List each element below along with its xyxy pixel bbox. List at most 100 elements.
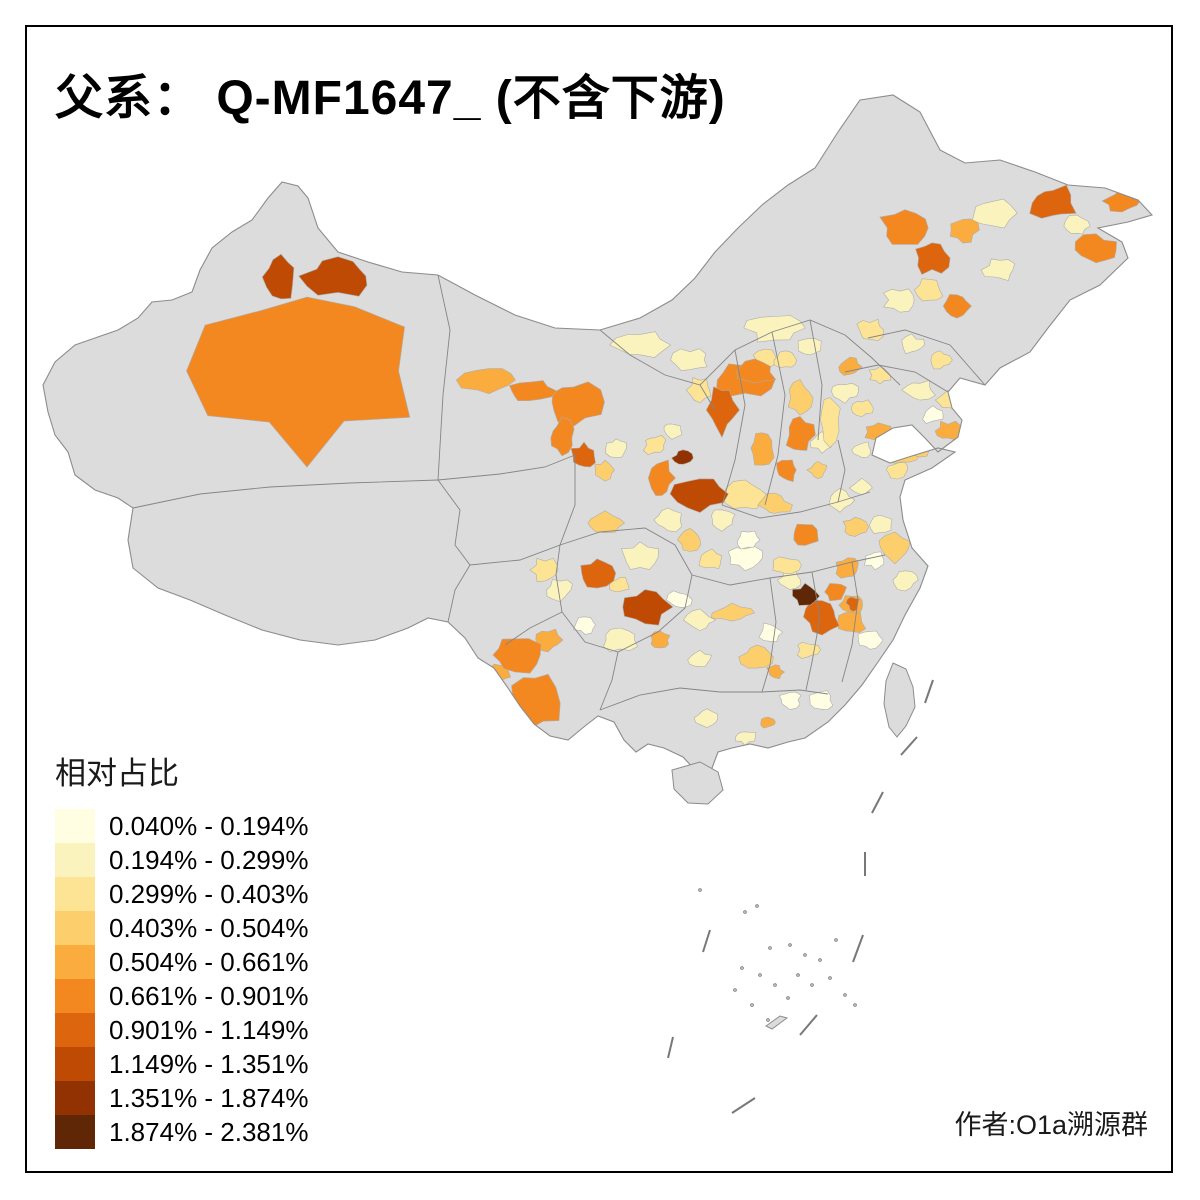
province-border-line — [599, 687, 829, 711]
islet-dot — [853, 1003, 857, 1007]
legend-swatch — [55, 843, 95, 877]
map-region — [698, 548, 723, 570]
map-region — [971, 198, 1018, 229]
islet-dot — [768, 946, 772, 950]
map-region — [663, 423, 683, 440]
legend-row: 0.040% - 0.194% — [55, 809, 308, 843]
nine-dash-segment — [702, 929, 711, 953]
map-region — [942, 294, 972, 319]
map-region — [869, 514, 893, 534]
map-region — [535, 628, 564, 653]
map-region — [736, 358, 777, 384]
province-border-line — [132, 479, 439, 509]
map-region — [587, 510, 625, 534]
map-region — [609, 577, 630, 592]
map-region — [551, 381, 605, 428]
islet-dot — [796, 973, 800, 977]
map-region — [980, 258, 1016, 281]
province-border-line — [504, 611, 619, 711]
map-region — [669, 478, 729, 513]
map-region — [186, 296, 411, 468]
nine-dash-segment — [871, 791, 884, 814]
map-region — [776, 459, 797, 483]
map-region — [773, 350, 797, 368]
map-region — [650, 630, 671, 649]
province-border-line — [437, 455, 576, 566]
legend-row: 0.299% - 0.403% — [55, 877, 308, 911]
choropleth-regions — [186, 184, 1141, 746]
map-region — [892, 570, 919, 592]
map-region — [677, 528, 701, 552]
legend-label: 0.194% - 0.299% — [109, 844, 309, 875]
legend-rows: 0.040% - 0.194% 0.194% - 0.299% 0.299% - 0… — [55, 809, 308, 1149]
map-region — [856, 318, 884, 342]
legend-label: 0.901% - 1.149% — [109, 1014, 309, 1045]
map-region — [778, 691, 802, 710]
map-region — [824, 583, 847, 602]
map-region — [820, 397, 841, 449]
map-region — [710, 602, 755, 622]
map-region — [550, 416, 575, 457]
islet-dot — [834, 938, 838, 942]
map-region — [594, 459, 615, 482]
legend-swatch — [55, 1115, 95, 1149]
map-region — [727, 546, 763, 571]
legend-row: 0.901% - 1.149% — [55, 1013, 308, 1047]
taiwan-island — [883, 662, 916, 738]
map-region — [1074, 233, 1117, 264]
map-region — [605, 438, 627, 458]
map-region — [915, 242, 951, 275]
map-region — [766, 664, 786, 680]
nine-dash-segment — [852, 934, 864, 963]
legend-label: 0.661% - 0.901% — [109, 980, 309, 1011]
map-region — [878, 531, 911, 565]
figure-title: 父系： Q-MF1647_ (不含下游) — [55, 72, 726, 125]
map-region — [643, 435, 667, 456]
nine-dash-line — [667, 679, 934, 1114]
map-region — [622, 589, 674, 626]
map-region — [842, 516, 869, 537]
legend-label: 0.040% - 0.194% — [109, 810, 309, 841]
province-border-line — [691, 554, 886, 693]
province-border-line — [447, 564, 471, 623]
map-region — [785, 416, 816, 451]
province-borders — [132, 274, 986, 711]
legend-label: 0.403% - 0.504% — [109, 912, 309, 943]
islet-dot — [828, 976, 832, 980]
map-region — [620, 541, 659, 570]
islet-dot — [803, 953, 807, 957]
map-region — [737, 530, 761, 550]
legend-swatch — [55, 911, 95, 945]
legend-row: 0.661% - 0.901% — [55, 979, 308, 1013]
map-region — [492, 638, 542, 674]
map-region — [901, 333, 925, 355]
legend-swatch — [55, 877, 95, 911]
map-region — [883, 288, 915, 313]
map-region — [806, 460, 828, 480]
islet-dot — [786, 996, 790, 1000]
map-region — [851, 441, 871, 458]
map-region — [914, 278, 944, 302]
map-region — [879, 209, 929, 245]
map-region — [831, 382, 859, 404]
province-border-line — [721, 439, 871, 519]
map-region — [529, 557, 559, 583]
legend-label: 1.351% - 1.874% — [109, 1082, 309, 1113]
map-region — [758, 622, 784, 643]
islet-dot — [788, 943, 792, 947]
map-region — [803, 600, 840, 636]
legend-swatch — [55, 1047, 95, 1081]
map-region — [546, 578, 573, 603]
legend-row: 1.351% - 1.874% — [55, 1081, 308, 1115]
map-region — [455, 368, 516, 395]
province-border-line — [721, 319, 823, 506]
legend-row: 1.149% - 1.351% — [55, 1047, 308, 1081]
map-region — [793, 523, 819, 546]
map-region — [750, 432, 775, 466]
map-region — [743, 315, 806, 343]
map-region — [738, 644, 774, 669]
map-region — [1029, 184, 1077, 219]
map-region — [850, 399, 874, 417]
map-region — [261, 253, 295, 300]
